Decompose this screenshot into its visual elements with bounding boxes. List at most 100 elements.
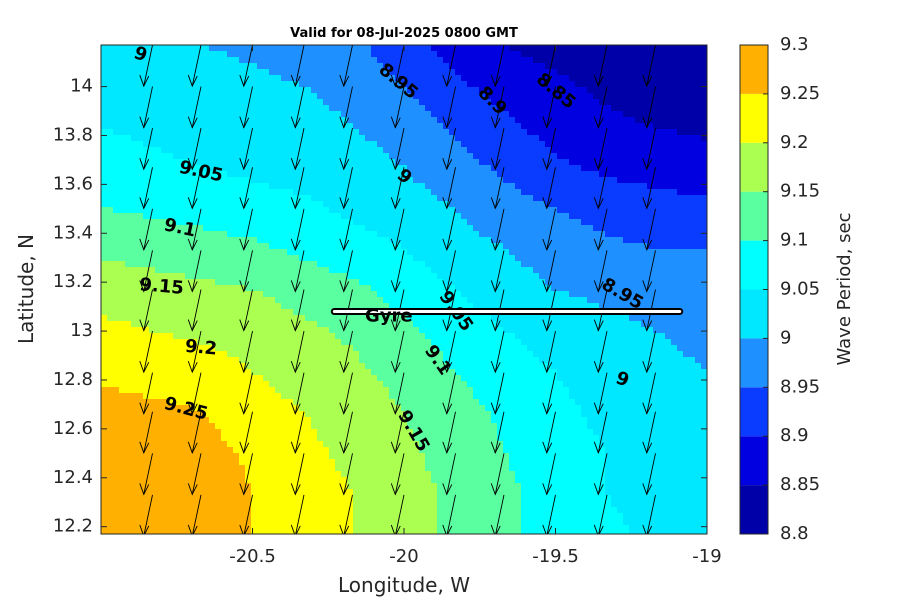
contour-cell <box>203 69 210 76</box>
contour-cell <box>377 165 384 172</box>
contour-cell <box>185 267 192 274</box>
contour-cell <box>179 153 186 160</box>
contour-cell <box>251 447 258 454</box>
contour-cell <box>233 519 240 526</box>
contour-cell <box>431 63 438 70</box>
contour-cell <box>209 195 216 202</box>
contour-cell <box>209 483 216 490</box>
contour-cell <box>107 117 114 124</box>
contour-cell <box>197 477 204 484</box>
contour-cell <box>215 93 222 100</box>
contour-cell <box>341 111 348 118</box>
contour-cell <box>281 237 288 244</box>
contour-cell <box>353 339 360 346</box>
contour-cell <box>287 387 294 394</box>
contour-cell <box>245 297 252 304</box>
contour-cell <box>275 195 282 202</box>
contour-cell <box>437 249 444 256</box>
contour-cell <box>455 501 462 508</box>
contour-cell <box>251 105 258 112</box>
contour-cell <box>401 381 408 388</box>
contour-cell <box>395 459 402 466</box>
contour-cell <box>431 417 438 424</box>
contour-cell <box>233 297 240 304</box>
contour-cell <box>203 177 210 184</box>
contour-cell <box>305 249 312 256</box>
contour-cell <box>407 423 414 430</box>
contour-cell <box>101 45 108 52</box>
contour-cell <box>185 447 192 454</box>
contour-cell <box>431 369 438 376</box>
contour-cell <box>323 387 330 394</box>
contour-cell <box>125 291 132 298</box>
contour-cell <box>167 237 174 244</box>
contour-cell <box>119 501 126 508</box>
contour-cell <box>215 501 222 508</box>
contour-cell <box>389 201 396 208</box>
contour-cell <box>437 291 444 298</box>
contour-cell <box>107 477 114 484</box>
contour-cell <box>119 477 126 484</box>
contour-cell <box>353 225 360 232</box>
contour-cell <box>191 219 198 226</box>
contour-cell <box>431 327 438 334</box>
contour-cell <box>323 111 330 118</box>
contour-cell <box>317 141 324 148</box>
contour-cell <box>257 525 264 532</box>
contour-cell <box>281 327 288 334</box>
contour-cell <box>299 267 306 274</box>
contour-cell <box>269 123 276 130</box>
contour-cell <box>209 159 216 166</box>
contour-cell <box>419 51 426 58</box>
contour-cell <box>407 453 414 460</box>
contour-cell <box>275 237 282 244</box>
contour-cell <box>221 189 228 196</box>
contour-cell <box>365 303 372 310</box>
contour-cell <box>407 219 414 226</box>
contour-cell <box>221 225 228 232</box>
contour-cell <box>137 225 144 232</box>
contour-cell <box>167 303 174 310</box>
contour-cell <box>443 375 450 382</box>
contour-cell <box>107 195 114 202</box>
contour-cell <box>167 477 174 484</box>
contour-cell <box>419 357 426 364</box>
contour-cell <box>281 201 288 208</box>
contour-cell <box>293 57 300 64</box>
contour-cell <box>329 159 336 166</box>
contour-cell <box>185 51 192 58</box>
contour-cell <box>209 519 216 526</box>
contour-cell <box>455 423 462 430</box>
contour-cell <box>119 489 126 496</box>
contour-cell <box>149 531 156 534</box>
contour-cell <box>407 57 414 64</box>
contour-cell <box>215 231 222 238</box>
contour-cell <box>347 105 354 112</box>
contour-cell <box>143 501 150 508</box>
contour-cell <box>347 279 354 286</box>
contour-cell <box>137 387 144 394</box>
contour-cell <box>191 159 198 166</box>
contour-cell <box>167 57 174 64</box>
contour-cell <box>419 75 426 82</box>
contour-cell <box>263 393 270 400</box>
contour-cell <box>257 441 264 448</box>
contour-cell <box>275 351 282 358</box>
contour-cell <box>443 303 450 310</box>
contour-cell <box>365 393 372 400</box>
contour-cell <box>323 129 330 136</box>
contour-cell <box>173 507 180 514</box>
contour-cell <box>299 81 306 88</box>
contour-cell <box>413 213 420 220</box>
contour-cell <box>191 117 198 124</box>
contour-cell <box>185 429 192 436</box>
contour-cell <box>251 471 258 478</box>
contour-cell <box>119 105 126 112</box>
contour-cell <box>353 87 360 94</box>
contour-cell <box>281 375 288 382</box>
contour-cell <box>227 99 234 106</box>
contour-cell <box>137 429 144 436</box>
contour-cell <box>125 213 132 220</box>
contour-cell <box>209 417 216 424</box>
contour-cell <box>455 255 462 262</box>
